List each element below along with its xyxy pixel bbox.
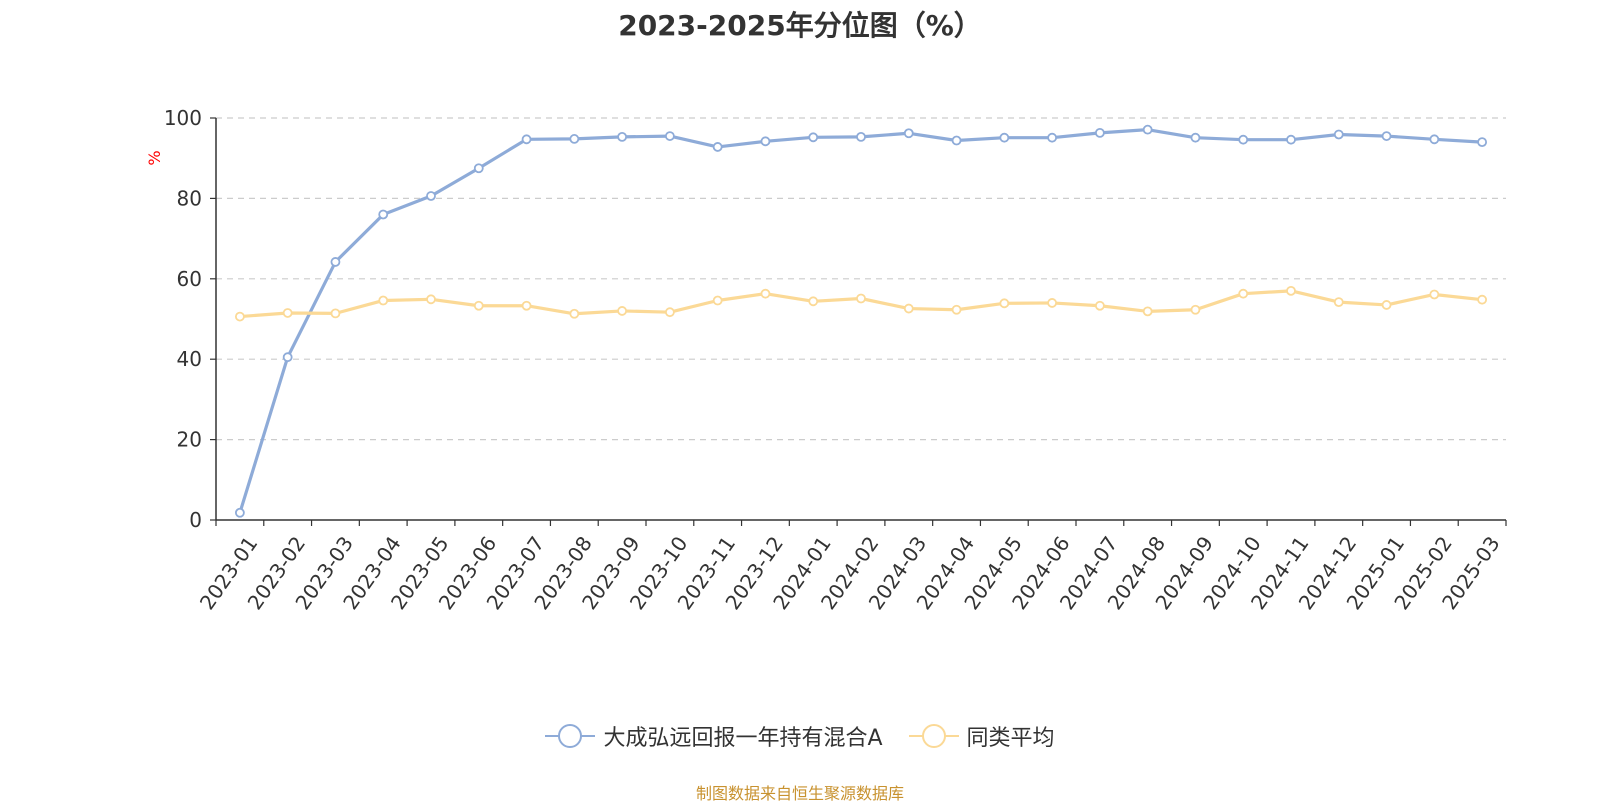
x-tick-labels: 2023-012023-022023-032023-042023-052023-… — [195, 532, 1505, 614]
series-lines — [238, 128, 1483, 514]
series-0-point[interactable] — [712, 142, 723, 152]
y-tick-label: 100 — [164, 106, 202, 130]
series-1-point[interactable] — [1142, 306, 1153, 317]
series-0-point[interactable] — [1286, 134, 1296, 145]
y-tick-label: 60 — [177, 267, 202, 291]
legend-swatch-fund — [545, 724, 596, 748]
series-1-point[interactable] — [617, 306, 628, 316]
chart-title: 2023-2025年分位图（%） — [618, 9, 982, 42]
series-0-point[interactable] — [473, 163, 484, 174]
legend-item-fund[interactable]: 大成弘远回报一年持有混合A — [545, 720, 883, 752]
series-1-point[interactable] — [903, 303, 914, 314]
series-1-point[interactable] — [426, 294, 436, 305]
series-1-point[interactable] — [712, 295, 723, 306]
series-0-point[interactable] — [999, 132, 1010, 143]
series-1-point[interactable] — [378, 295, 389, 306]
series-0-point[interactable] — [1477, 137, 1488, 148]
grid-lines — [216, 117, 1506, 441]
series-1-point[interactable] — [760, 288, 771, 299]
series-1-point[interactable] — [1477, 294, 1488, 305]
y-axis-unit-label: % — [145, 150, 164, 165]
series-1-point[interactable] — [1286, 285, 1296, 296]
series-1-point[interactable] — [951, 304, 962, 315]
series-1-point[interactable] — [1094, 300, 1105, 311]
legend-label-fund: 大成弘远回报一年持有混合A — [603, 726, 883, 751]
series-0-point[interactable] — [569, 134, 580, 144]
axes — [210, 117, 1507, 526]
legend: 大成弘远回报一年持有混合A 同类平均 — [0, 720, 1600, 752]
series-1-point[interactable] — [234, 311, 245, 322]
series-0-point[interactable] — [664, 131, 675, 141]
series-1-point[interactable] — [1238, 288, 1249, 299]
y-tick-label: 20 — [177, 428, 202, 452]
y-tick-label: 80 — [177, 186, 202, 210]
series-0-point[interactable] — [1429, 134, 1440, 145]
series-1-point[interactable] — [856, 293, 866, 304]
series-1-point[interactable] — [664, 307, 675, 318]
series-0-point[interactable] — [1142, 124, 1153, 135]
series-0-point[interactable] — [1238, 134, 1249, 145]
series-0-point[interactable] — [378, 209, 389, 220]
series-1-point[interactable] — [1190, 304, 1201, 315]
series-0-point[interactable] — [1047, 132, 1058, 143]
series-0-point[interactable] — [426, 191, 436, 201]
y-tick-labels: 0 20 40 60 80 100 — [164, 106, 202, 532]
series-line-0 — [238, 128, 1483, 514]
series-0-point[interactable] — [617, 131, 628, 142]
series-1-point[interactable] — [1333, 297, 1344, 308]
series-0-point[interactable] — [1333, 129, 1344, 140]
series-1-point[interactable] — [1429, 289, 1440, 300]
series-1-point[interactable] — [1047, 298, 1058, 308]
y-tick-label: 40 — [177, 347, 202, 371]
series-0-point[interactable] — [760, 136, 771, 147]
series-0-point[interactable] — [1190, 132, 1201, 143]
legend-item-peer-average[interactable]: 同类平均 — [908, 720, 1055, 752]
series-1-point[interactable] — [282, 308, 293, 318]
series-points — [234, 124, 1488, 518]
series-0-point[interactable] — [234, 507, 245, 518]
series-1-point[interactable] — [1381, 300, 1392, 310]
series-1-point[interactable] — [330, 308, 341, 319]
series-1-point[interactable] — [569, 308, 580, 319]
series-1-point[interactable] — [999, 298, 1010, 309]
source-note: 制图数据来自恒生聚源数据库 — [695, 784, 904, 803]
series-0-point[interactable] — [903, 128, 914, 139]
series-0-point[interactable] — [808, 132, 819, 143]
series-0-point[interactable] — [282, 352, 293, 363]
series-0-point[interactable] — [521, 134, 532, 145]
series-1-point[interactable] — [521, 300, 532, 311]
series-1-point[interactable] — [808, 296, 819, 307]
legend-swatch-peer-average — [908, 724, 959, 748]
series-0-point[interactable] — [856, 131, 866, 142]
series-0-point[interactable] — [1094, 127, 1105, 138]
series-0-point[interactable] — [1381, 131, 1392, 141]
y-tick-label: 0 — [189, 508, 202, 532]
legend-label-peer-average: 同类平均 — [966, 726, 1055, 751]
series-0-point[interactable] — [330, 257, 341, 267]
series-1-point[interactable] — [473, 300, 484, 311]
series-0-point[interactable] — [951, 135, 962, 146]
